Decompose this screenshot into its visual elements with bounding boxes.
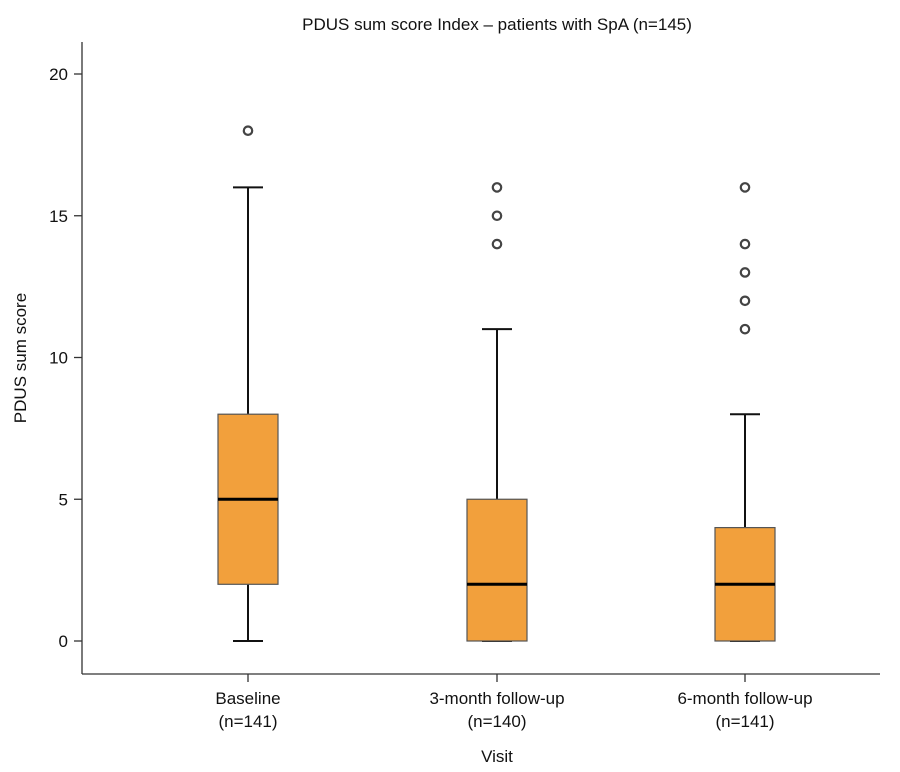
x-axis-ticks: Baseline (n=141) 3-month follow-up (n=140) 6…	[215, 674, 813, 731]
outlier-point	[491, 238, 503, 250]
x-tick-sublabel: (n=141)	[218, 712, 277, 731]
outlier-point	[242, 125, 254, 136]
y-axis-ticks: 0 5 10 15 20	[49, 65, 82, 651]
chart-title: PDUS sum score Index – patients with SpA…	[302, 15, 692, 34]
y-tick-label: 15	[49, 207, 68, 226]
y-tick-label: 10	[49, 349, 68, 368]
outlier-point	[739, 295, 751, 307]
box-3	[714, 182, 776, 642]
box-2	[466, 182, 528, 642]
y-tick-label: 5	[59, 490, 68, 509]
box-series	[217, 125, 776, 642]
box-1	[217, 125, 279, 642]
y-tick-label: 0	[59, 632, 68, 651]
y-tick-label: 20	[49, 65, 68, 84]
outlier-point	[739, 182, 751, 193]
outlier-point	[739, 238, 751, 250]
x-axis-label: Visit	[481, 747, 513, 766]
outlier-point	[739, 267, 751, 278]
outlier-point	[739, 323, 751, 335]
outlier-point	[491, 210, 503, 222]
iqr-box	[466, 498, 528, 642]
x-tick-label: 6-month follow-up	[677, 689, 812, 708]
x-tick-label: Baseline	[215, 689, 280, 708]
x-tick-label: 3-month follow-up	[429, 689, 564, 708]
x-tick-sublabel: (n=140)	[467, 712, 526, 731]
outlier-point	[491, 182, 503, 193]
y-axis-label: PDUS sum score	[11, 293, 30, 423]
x-tick-sublabel: (n=141)	[715, 712, 774, 731]
